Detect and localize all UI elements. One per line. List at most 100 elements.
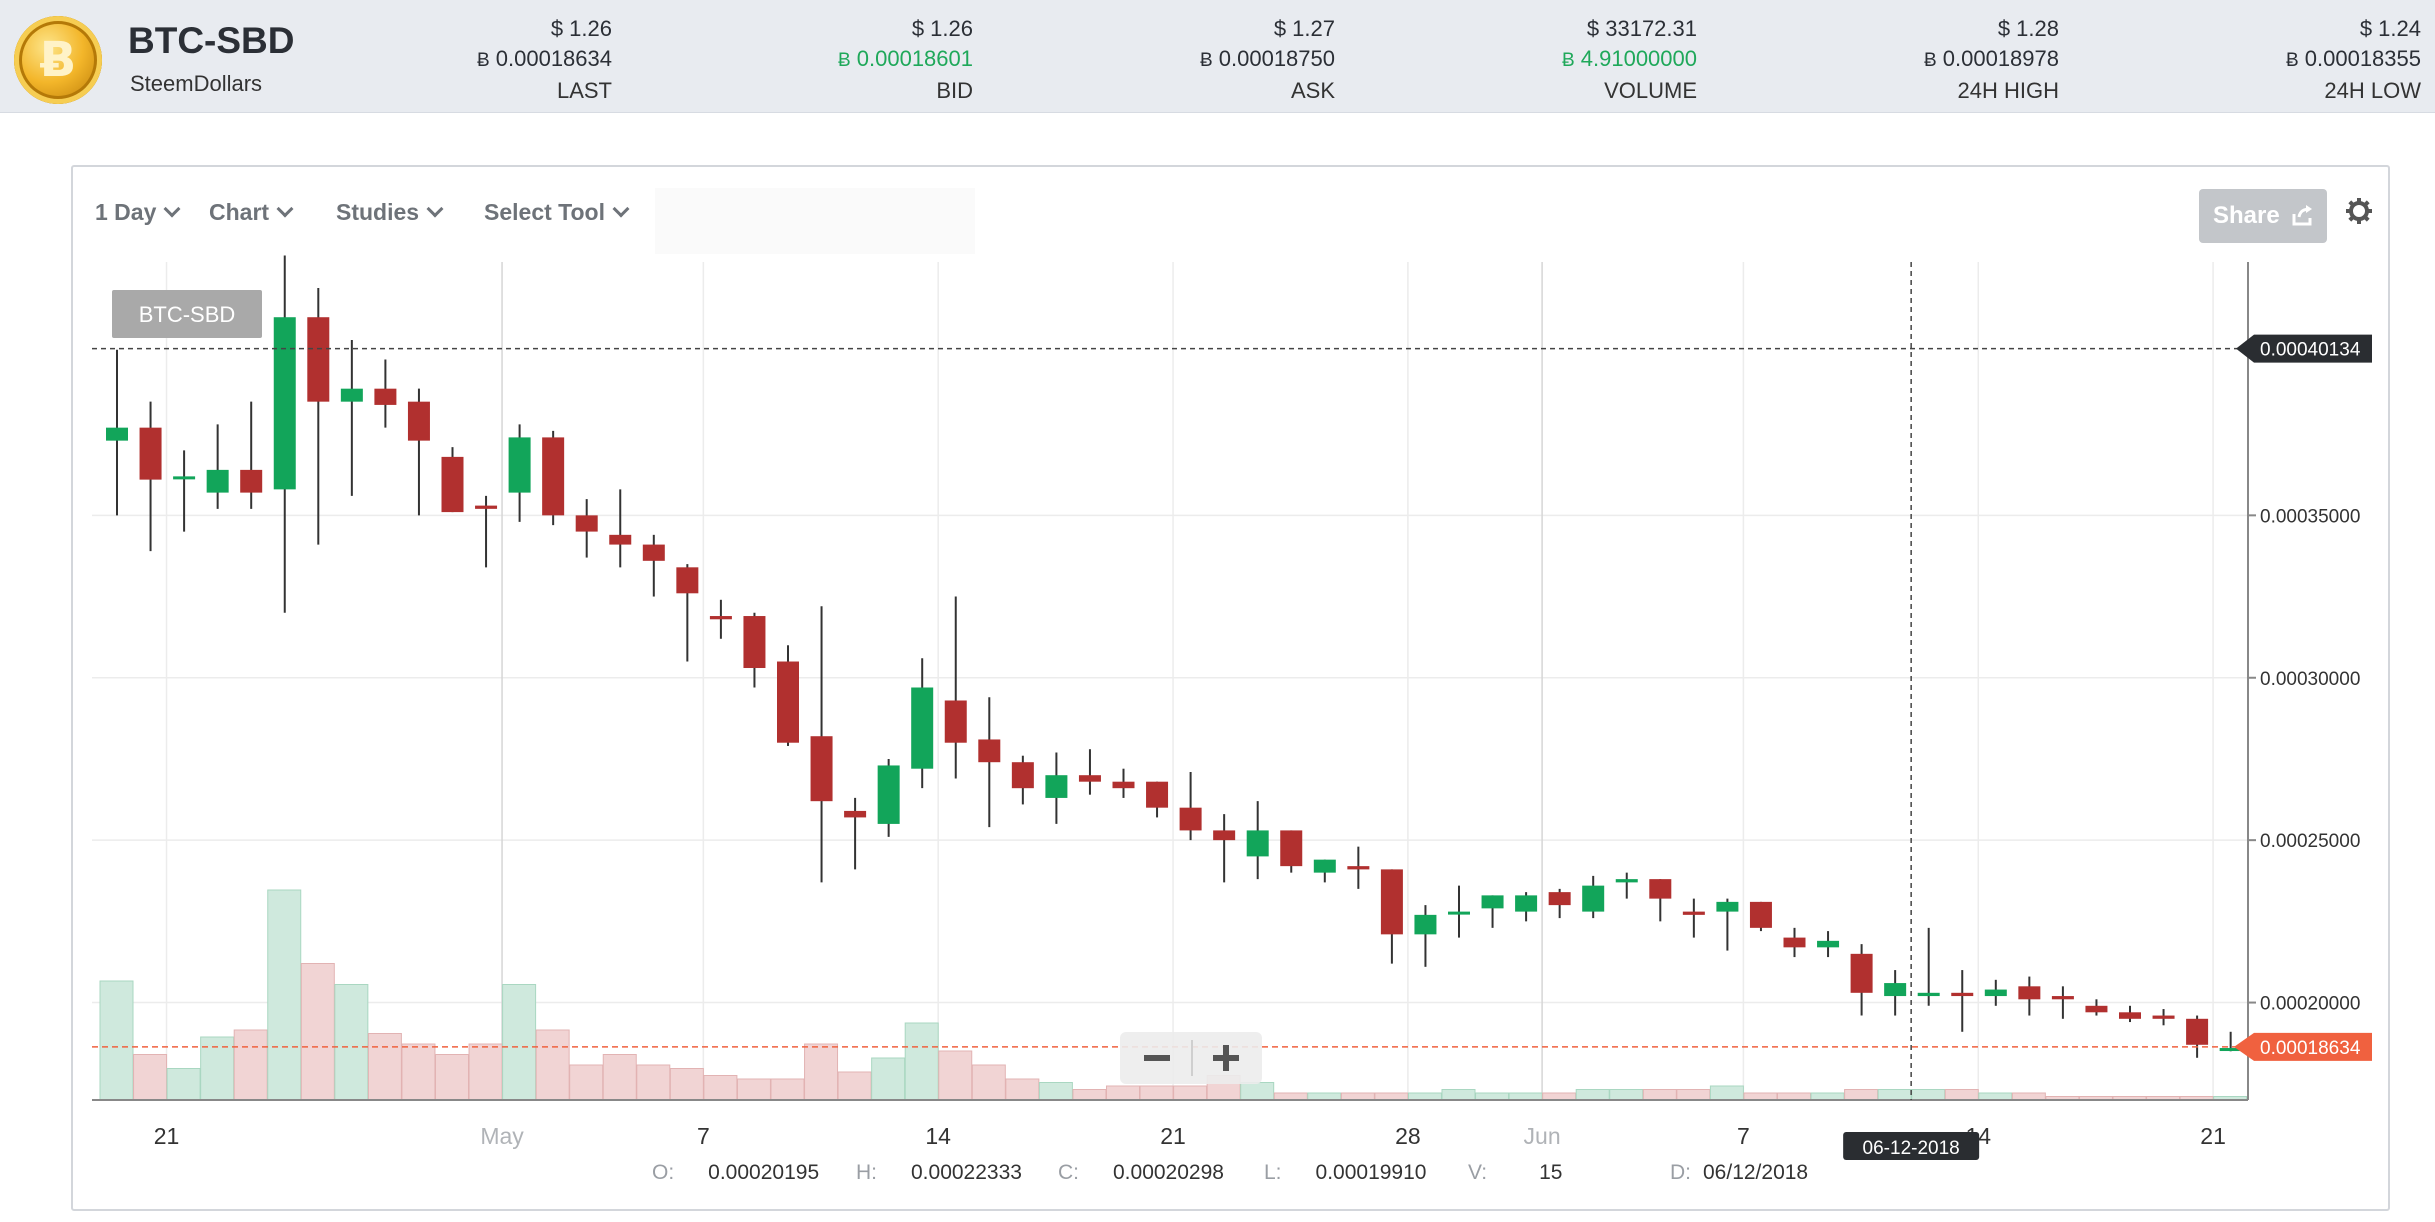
btc-symbol-icon: Ƀ	[1561, 50, 1575, 71]
stat-btc-value: 0.00018634	[495, 46, 612, 71]
candle-up	[911, 687, 934, 769]
stat-usd: $ 1.28	[1997, 16, 2059, 41]
volume-bar	[1038, 1082, 1073, 1101]
ticker-bar: Ƀ BTC-SBD SteemDollars $ 1.26 Ƀ 0.0001863…	[0, 0, 2435, 113]
x-tick-label: Jun	[1524, 1123, 1561, 1149]
low-key: L:	[1264, 1161, 1282, 1184]
volume-bar	[367, 1033, 402, 1101]
volume-bar	[636, 1064, 671, 1101]
candle-down	[777, 661, 799, 743]
volume-bar	[300, 963, 335, 1101]
crosshair-price-label: 0.00040134	[2260, 340, 2361, 361]
candle-up	[1045, 775, 1068, 798]
select-tool-dropdown[interactable]: Select Tool	[484, 199, 630, 226]
volume-bar	[770, 1078, 805, 1101]
candle-down	[139, 427, 162, 480]
candle-down	[407, 401, 430, 441]
chart-type-dropdown[interactable]: Chart	[209, 199, 294, 226]
stat-btc-value: 4.91000000	[1580, 46, 1697, 71]
x-tick-label: May	[480, 1123, 524, 1149]
stat-btc-value: 0.00018750	[1218, 46, 1335, 71]
volume-bar	[502, 984, 537, 1101]
candle-down	[475, 505, 498, 509]
stat-usd: $ 1.26	[911, 16, 973, 41]
btc-symbol-icon: Ƀ	[837, 50, 851, 71]
stat-label: ASK	[1290, 78, 1335, 103]
volume-bar	[1743, 1092, 1778, 1101]
volume-bar	[1575, 1089, 1610, 1101]
date-key: D:	[1670, 1161, 1691, 1184]
close-value: 0.00020298	[1113, 1161, 1224, 1184]
candle-up	[1884, 983, 1907, 997]
x-tick-label: 7	[697, 1123, 710, 1149]
candle-down	[1682, 911, 1705, 915]
zoom-out-button[interactable]	[1144, 1055, 1170, 1061]
candle-down	[1649, 879, 1672, 899]
btc-symbol-icon: Ƀ	[2285, 50, 2299, 71]
candle-down	[1951, 992, 1974, 997]
volume-bar	[669, 1068, 704, 1101]
y-tick-label: 0.00020000	[2260, 994, 2360, 1015]
toolbar-blank-area	[655, 188, 975, 254]
candle-up	[273, 317, 296, 490]
gear-icon[interactable]	[2345, 197, 2373, 225]
x-tick-label: 28	[1395, 1123, 1421, 1149]
crosshair-date-label: 06-12-2018	[1863, 1138, 1960, 1159]
share-button[interactable]: Share	[2199, 189, 2327, 243]
candle-up	[2219, 1048, 2242, 1052]
studies-dropdown[interactable]: Studies	[336, 199, 444, 226]
interval-dropdown[interactable]: 1 Day	[95, 199, 181, 226]
candle-down	[575, 515, 598, 532]
candle-down	[441, 456, 464, 513]
volume-bar	[736, 1078, 771, 1101]
volume-bar	[1877, 1089, 1912, 1101]
volume-bar	[1005, 1078, 1040, 1101]
candle-down	[1548, 892, 1571, 906]
candle-down	[307, 317, 330, 402]
volume-bar	[99, 980, 134, 1101]
x-tick-label: 7	[1737, 1123, 1750, 1149]
candle-down	[1179, 807, 1202, 831]
candle-up	[1515, 895, 1538, 912]
volume-bar	[837, 1071, 872, 1101]
volume-bar	[133, 1054, 168, 1101]
volume-bar	[1139, 1085, 1174, 1101]
date-value: 06/12/2018	[1703, 1161, 1809, 1184]
y-tick-label: 0.00025000	[2260, 831, 2360, 852]
volume-bar	[1676, 1089, 1711, 1101]
volume-bar	[804, 1043, 839, 1101]
candle-down	[810, 736, 833, 802]
share-label: Share	[2213, 202, 2280, 229]
ticker-stat-24h-low: $ 1.24 Ƀ 0.00018355 24H LOW	[2286, 14, 2421, 106]
ticker-stat-last: $ 1.26 Ƀ 0.00018634 LAST	[477, 14, 612, 106]
stat-usd: $ 1.26	[550, 16, 612, 41]
volume-bar	[2011, 1092, 2046, 1101]
stat-label: VOLUME	[1604, 78, 1697, 103]
candle-down	[2152, 1015, 2175, 1019]
candle-up	[1917, 992, 1940, 997]
volume-bar	[1777, 1092, 1811, 1101]
ticker-stat-bid: $ 1.26 Ƀ 0.00018601 BID	[838, 14, 973, 106]
stat-label: 24H LOW	[2324, 78, 2421, 103]
candle-down	[2119, 1012, 2141, 1019]
volume-bar	[1508, 1092, 1543, 1101]
volume-bar	[1475, 1092, 1510, 1101]
zoom-in-button[interactable]	[1213, 1045, 1239, 1071]
volume-bar	[1072, 1089, 1107, 1101]
volume-bar	[1106, 1085, 1140, 1101]
close-key: C:	[1058, 1161, 1079, 1184]
volume-bar	[1407, 1092, 1442, 1101]
volume-bar	[1709, 1085, 1744, 1101]
x-tick-label: 21	[1160, 1123, 1186, 1149]
volume-bar	[1374, 1092, 1409, 1101]
btc-symbol-icon: Ƀ	[1923, 50, 1937, 71]
stat-label: BID	[936, 78, 973, 103]
candle-down	[1749, 901, 1772, 928]
candle-down	[1850, 953, 1873, 993]
low-value: 0.00019910	[1315, 1161, 1427, 1184]
share-arrow-icon	[2292, 205, 2312, 226]
volume-bar	[904, 1022, 939, 1101]
stat-btc: Ƀ 0.00018601	[838, 44, 973, 76]
zoom-controls[interactable]	[1120, 1032, 1262, 1084]
